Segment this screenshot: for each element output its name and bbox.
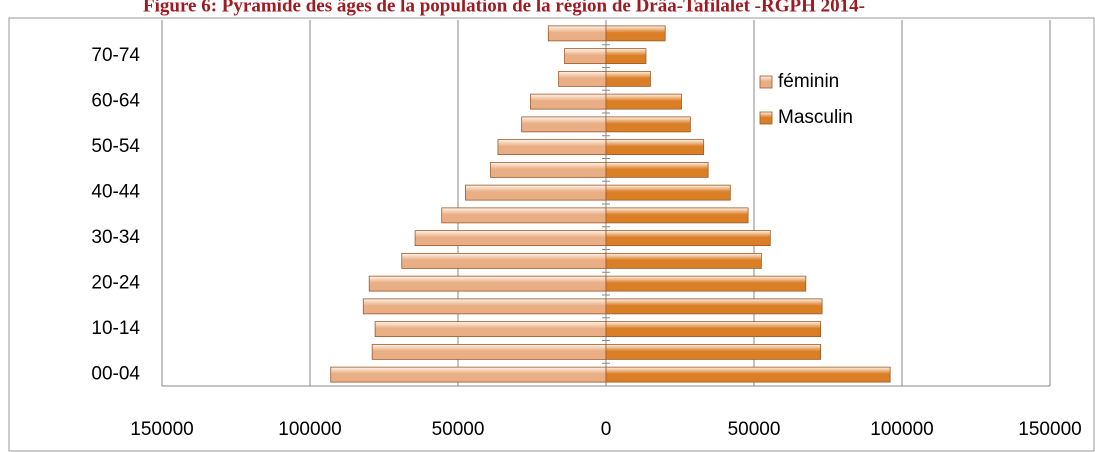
y-tick-label: 60-64	[91, 91, 140, 112]
y-tick-label: 00-04	[91, 364, 140, 385]
bar	[441, 207, 607, 224]
legend-swatch	[759, 75, 773, 89]
bar	[330, 366, 607, 383]
bar	[558, 70, 607, 87]
bar	[605, 139, 705, 156]
bar	[605, 366, 891, 383]
bar	[464, 184, 607, 201]
bar	[605, 321, 822, 338]
y-tick-label: 30-34	[91, 227, 140, 248]
bar	[605, 298, 823, 315]
bar	[605, 252, 762, 269]
bar	[374, 321, 607, 338]
x-tick-label: 50000	[432, 419, 485, 440]
bar	[605, 207, 749, 224]
bar	[564, 48, 607, 65]
legend-label: Masculin	[778, 107, 853, 128]
bar	[605, 184, 731, 201]
bar	[605, 48, 647, 65]
chart-frame	[8, 17, 1095, 452]
y-tick-label: 10-14	[91, 318, 140, 339]
x-tick-label: 50000	[728, 419, 781, 440]
y-tick-label: 20-24	[91, 273, 140, 294]
x-tick-label: 100000	[870, 419, 933, 440]
bar	[362, 298, 607, 315]
bar	[605, 275, 807, 292]
x-tick-label: 150000	[130, 419, 193, 440]
bar	[401, 252, 607, 269]
bar	[605, 70, 651, 87]
bar	[371, 343, 607, 360]
y-tick-label: 50-54	[91, 136, 140, 157]
bar	[530, 93, 607, 110]
bar	[605, 25, 666, 42]
legend-label: féminin	[778, 71, 839, 92]
bar	[414, 230, 607, 247]
x-tick-label: 100000	[278, 419, 341, 440]
chart-title: Figure 6: Pyramide des âges de la popula…	[143, 0, 865, 16]
y-tick-label: 70-74	[91, 45, 140, 66]
bar	[605, 343, 822, 360]
legend-swatch	[759, 111, 773, 125]
bar	[605, 93, 682, 110]
bar	[605, 230, 771, 247]
x-tick-label: 0	[601, 419, 612, 440]
bar	[521, 116, 607, 133]
bar	[547, 25, 607, 42]
bar	[368, 275, 607, 292]
x-tick-label: 150000	[1018, 419, 1081, 440]
bar	[490, 161, 607, 178]
bar	[497, 139, 607, 156]
bar	[605, 161, 709, 178]
y-tick-label: 40-44	[91, 182, 140, 203]
bar	[605, 116, 691, 133]
